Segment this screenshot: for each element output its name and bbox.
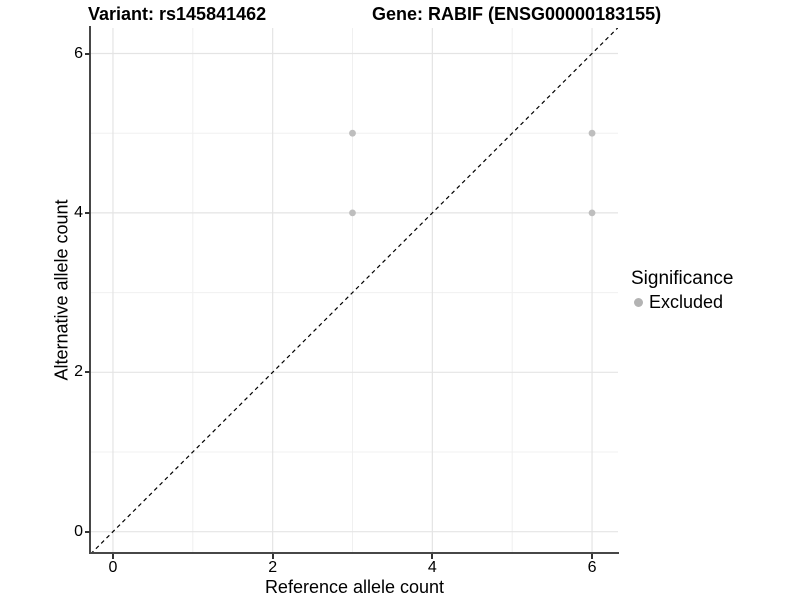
- x-axis-tick: [111, 554, 114, 559]
- x-axis-line: [89, 552, 619, 554]
- y-axis-tick: [85, 211, 90, 214]
- data-point: [349, 129, 356, 137]
- y-tick-label: 6: [74, 44, 83, 62]
- y-axis-tick: [85, 52, 90, 55]
- legend: Significance Excluded: [631, 267, 733, 313]
- data-point: [588, 129, 596, 137]
- variant-title: Variant: rs145841462: [88, 4, 267, 24]
- gene-title: Gene: RABIF (ENSG00000183155): [372, 4, 662, 24]
- y-tick-label: 0: [74, 522, 83, 540]
- y-axis-tick: [85, 371, 90, 374]
- y-axis-tick: [85, 530, 90, 533]
- plot-canvas: [91, 28, 618, 554]
- legend-item: Excluded: [631, 291, 733, 313]
- identity-reference-line: [91, 28, 618, 554]
- x-tick-label: 2: [268, 559, 278, 576]
- y-axis-line: [89, 26, 91, 554]
- legend-item-label: Excluded: [649, 292, 724, 312]
- y-tick-label: 2: [74, 363, 83, 381]
- y-tick-label: 4: [74, 203, 83, 221]
- x-axis-title: Reference allele count: [264, 577, 445, 597]
- x-tick-label: 4: [427, 559, 437, 576]
- x-tick-label: 6: [587, 559, 597, 576]
- data-point: [588, 209, 596, 217]
- y-axis-title: Alternative allele count: [51, 199, 72, 381]
- legend-point-icon: [634, 297, 643, 307]
- x-tick-label: 0: [108, 559, 118, 576]
- legend-title: Significance: [631, 268, 734, 289]
- plot-panel: [91, 28, 618, 554]
- legend-items: Excluded: [631, 291, 733, 313]
- x-axis-tick: [271, 554, 274, 559]
- x-axis-tick: [591, 554, 594, 559]
- data-point: [349, 209, 356, 217]
- x-axis-tick: [431, 554, 434, 559]
